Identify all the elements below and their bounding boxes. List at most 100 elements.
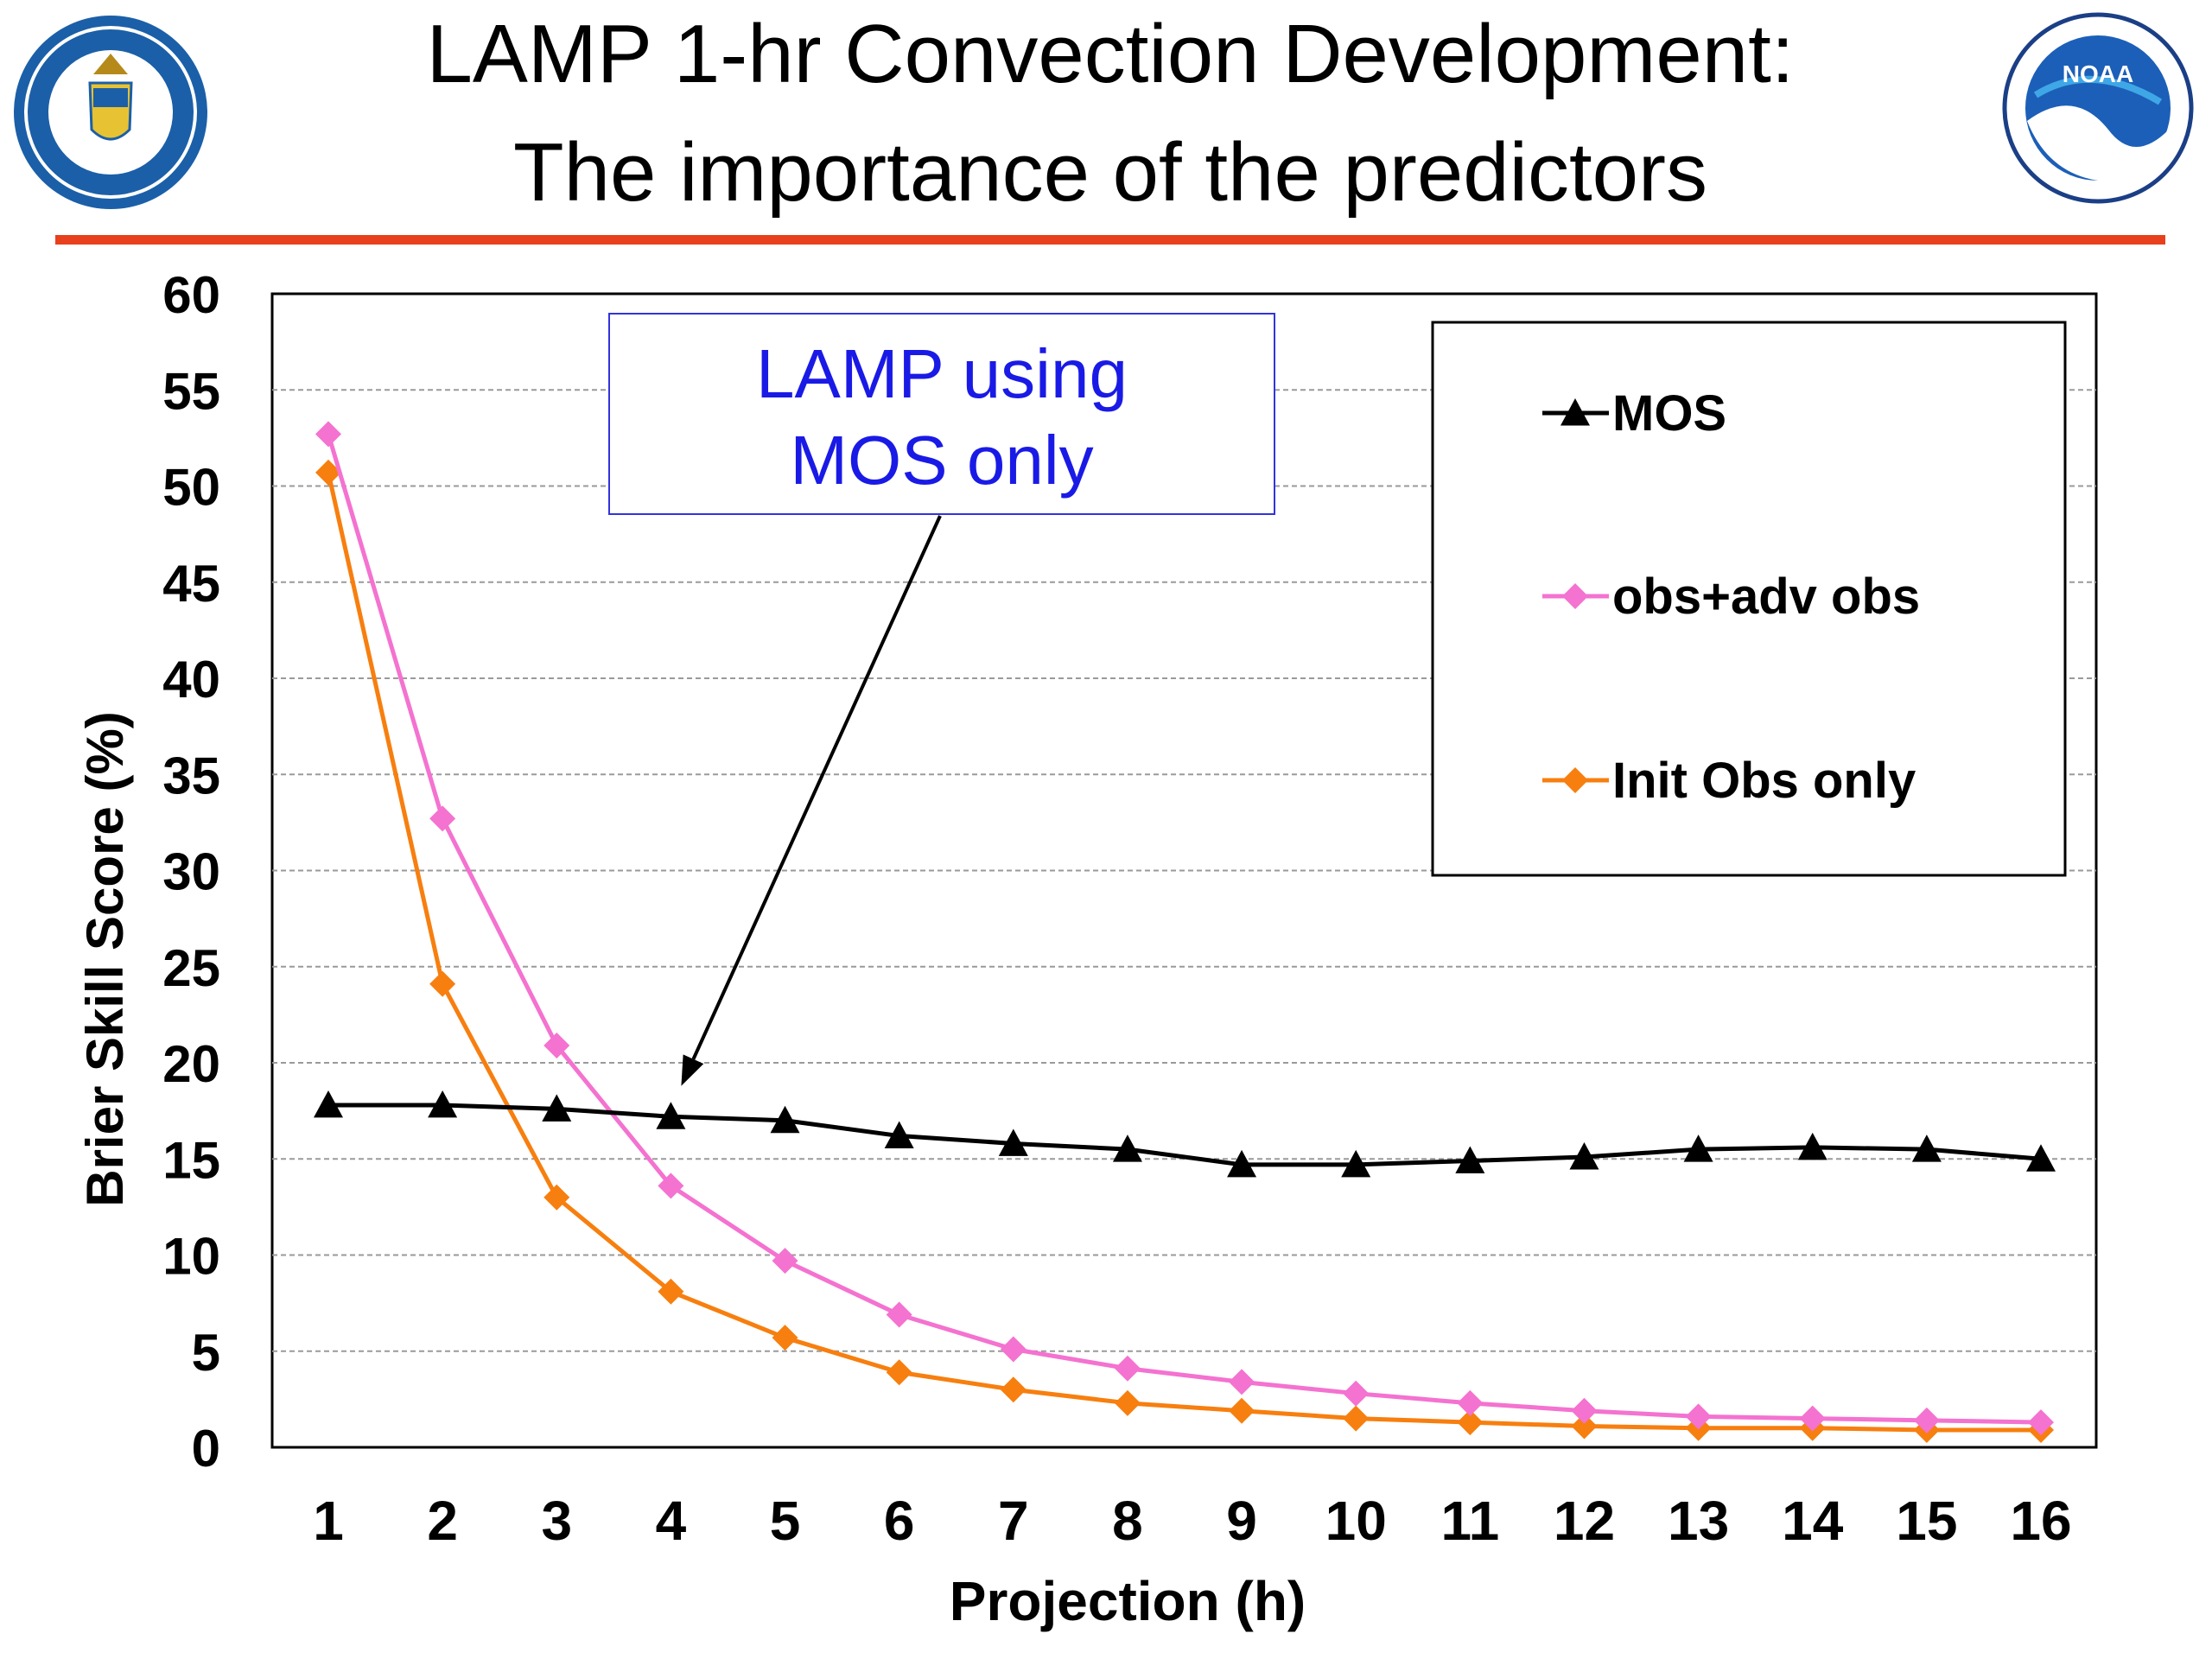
- y-tick-label: 10: [162, 1228, 220, 1286]
- data-point: [1685, 1403, 1712, 1430]
- page-title-line-1: LAMP 1-hr Convection Development:: [426, 8, 1794, 100]
- data-point: [1000, 1376, 1027, 1403]
- department-of-commerce-seal-icon: [14, 16, 207, 209]
- data-point: [1911, 1135, 1942, 1162]
- x-tick-label: 13: [1668, 1490, 1729, 1552]
- data-point: [1227, 1149, 1257, 1178]
- x-tick-label: 8: [1112, 1490, 1143, 1552]
- data-point: [1571, 1413, 1598, 1440]
- x-tick-label: 1: [313, 1490, 344, 1552]
- y-tick-label: 25: [162, 939, 220, 997]
- x-tick-label: 16: [2010, 1490, 2071, 1552]
- annotation-line-1: LAMP using: [756, 335, 1128, 412]
- x-tick-label: 12: [1554, 1490, 1615, 1552]
- series-lines: [314, 421, 2056, 1443]
- legend-label: MOS: [1612, 385, 1726, 442]
- data-point: [1343, 1405, 1370, 1432]
- data-point: [1457, 1389, 1484, 1416]
- data-point: [315, 459, 341, 486]
- legend-marker: [1560, 398, 1590, 426]
- data-point: [886, 1359, 912, 1386]
- data-point: [1112, 1135, 1142, 1162]
- data-point: [314, 1090, 343, 1118]
- data-point: [1913, 1407, 1940, 1433]
- data-point: [772, 1248, 798, 1274]
- data-point: [886, 1301, 912, 1328]
- data-point: [429, 805, 456, 832]
- legend-box: [1431, 321, 2067, 877]
- x-tick-label: 14: [1782, 1490, 1844, 1552]
- noaa-logo-icon: NOAA: [2002, 12, 2194, 204]
- data-point: [1455, 1146, 1485, 1173]
- annotation: LAMP using MOS only: [608, 313, 1275, 1086]
- series-0: [314, 1090, 2056, 1178]
- y-axis-label: Brier Skill Score (%): [76, 711, 134, 1207]
- data-point: [656, 1102, 686, 1129]
- data-point: [543, 1184, 570, 1211]
- annotation-arrowhead: [681, 1054, 704, 1086]
- x-tick-label: 4: [656, 1490, 687, 1552]
- x-tick-label: 10: [1325, 1490, 1387, 1552]
- data-point: [542, 1094, 572, 1122]
- data-point: [998, 1128, 1028, 1156]
- data-point: [1114, 1389, 1141, 1416]
- series-1: [315, 421, 2054, 1436]
- x-tick-label: 15: [1896, 1490, 1957, 1552]
- x-tick-label: 6: [884, 1490, 915, 1552]
- data-point: [543, 1032, 570, 1058]
- series-line-0: [328, 1103, 2042, 1167]
- y-tick-label: 40: [162, 651, 220, 709]
- y-tick-label: 30: [162, 843, 220, 901]
- data-point: [1799, 1405, 1826, 1432]
- annotation-box: [608, 313, 1275, 515]
- y-tick-label: 50: [162, 459, 220, 517]
- data-point: [428, 1090, 458, 1118]
- y-tick-label: 5: [192, 1324, 220, 1382]
- x-tick-label: 7: [998, 1490, 1029, 1552]
- data-point: [1341, 1149, 1371, 1178]
- y-tick-label: 20: [162, 1035, 220, 1093]
- y-tick-label: 60: [162, 266, 220, 324]
- data-point: [884, 1121, 914, 1148]
- x-tick-label: 9: [1226, 1490, 1257, 1552]
- y-tick-label: 15: [162, 1131, 220, 1189]
- data-point: [1797, 1132, 1827, 1160]
- data-point: [658, 1173, 684, 1199]
- annotation-arrow: [691, 515, 942, 1060]
- x-tick-label: 11: [1441, 1490, 1500, 1552]
- legend-label: Init Obs only: [1612, 753, 1916, 809]
- data-point: [1457, 1409, 1484, 1436]
- y-tick-label: 45: [162, 555, 220, 613]
- data-point: [1229, 1369, 1255, 1395]
- data-point: [658, 1278, 684, 1305]
- svg-text:NOAA: NOAA: [2063, 60, 2133, 87]
- data-point: [1000, 1336, 1027, 1363]
- y-tick-label: 55: [162, 362, 220, 420]
- page-title-line-2: The importance of the predictors: [513, 126, 1707, 219]
- x-tick-label: 3: [541, 1490, 572, 1552]
- data-point: [1229, 1397, 1255, 1424]
- x-tick-label: 5: [770, 1490, 801, 1552]
- y-tick-label: 0: [192, 1420, 220, 1478]
- data-point: [1683, 1135, 1713, 1162]
- series-line-2: [326, 472, 2041, 1433]
- data-point: [1114, 1355, 1141, 1382]
- x-axis-ticks: 1 2 3 4 5 6 7 8 9 10 11 12 13 14 15 16: [313, 1490, 2071, 1552]
- x-tick-label: 2: [427, 1490, 458, 1552]
- data-point: [770, 1105, 800, 1134]
- legend-marker: [1562, 767, 1588, 793]
- data-point: [1571, 1397, 1598, 1424]
- data-point: [2028, 1409, 2054, 1436]
- series-line-1: [326, 433, 2042, 1425]
- legend-label: obs+adv obs: [1612, 569, 1920, 625]
- title-divider: [55, 235, 2165, 245]
- data-point: [1343, 1380, 1370, 1407]
- data-point: [772, 1325, 798, 1351]
- legend: MOS obs+adv obs Init Obs only: [1431, 321, 2067, 877]
- y-tick-label: 35: [162, 747, 220, 804]
- data-point: [1569, 1142, 1599, 1170]
- y-axis-ticks: 0 5 10 15 20 25 30 35 40 45 50 55 60: [162, 266, 220, 1478]
- legend-marker: [1562, 583, 1588, 609]
- x-axis-label: Projection (h): [950, 1570, 1306, 1632]
